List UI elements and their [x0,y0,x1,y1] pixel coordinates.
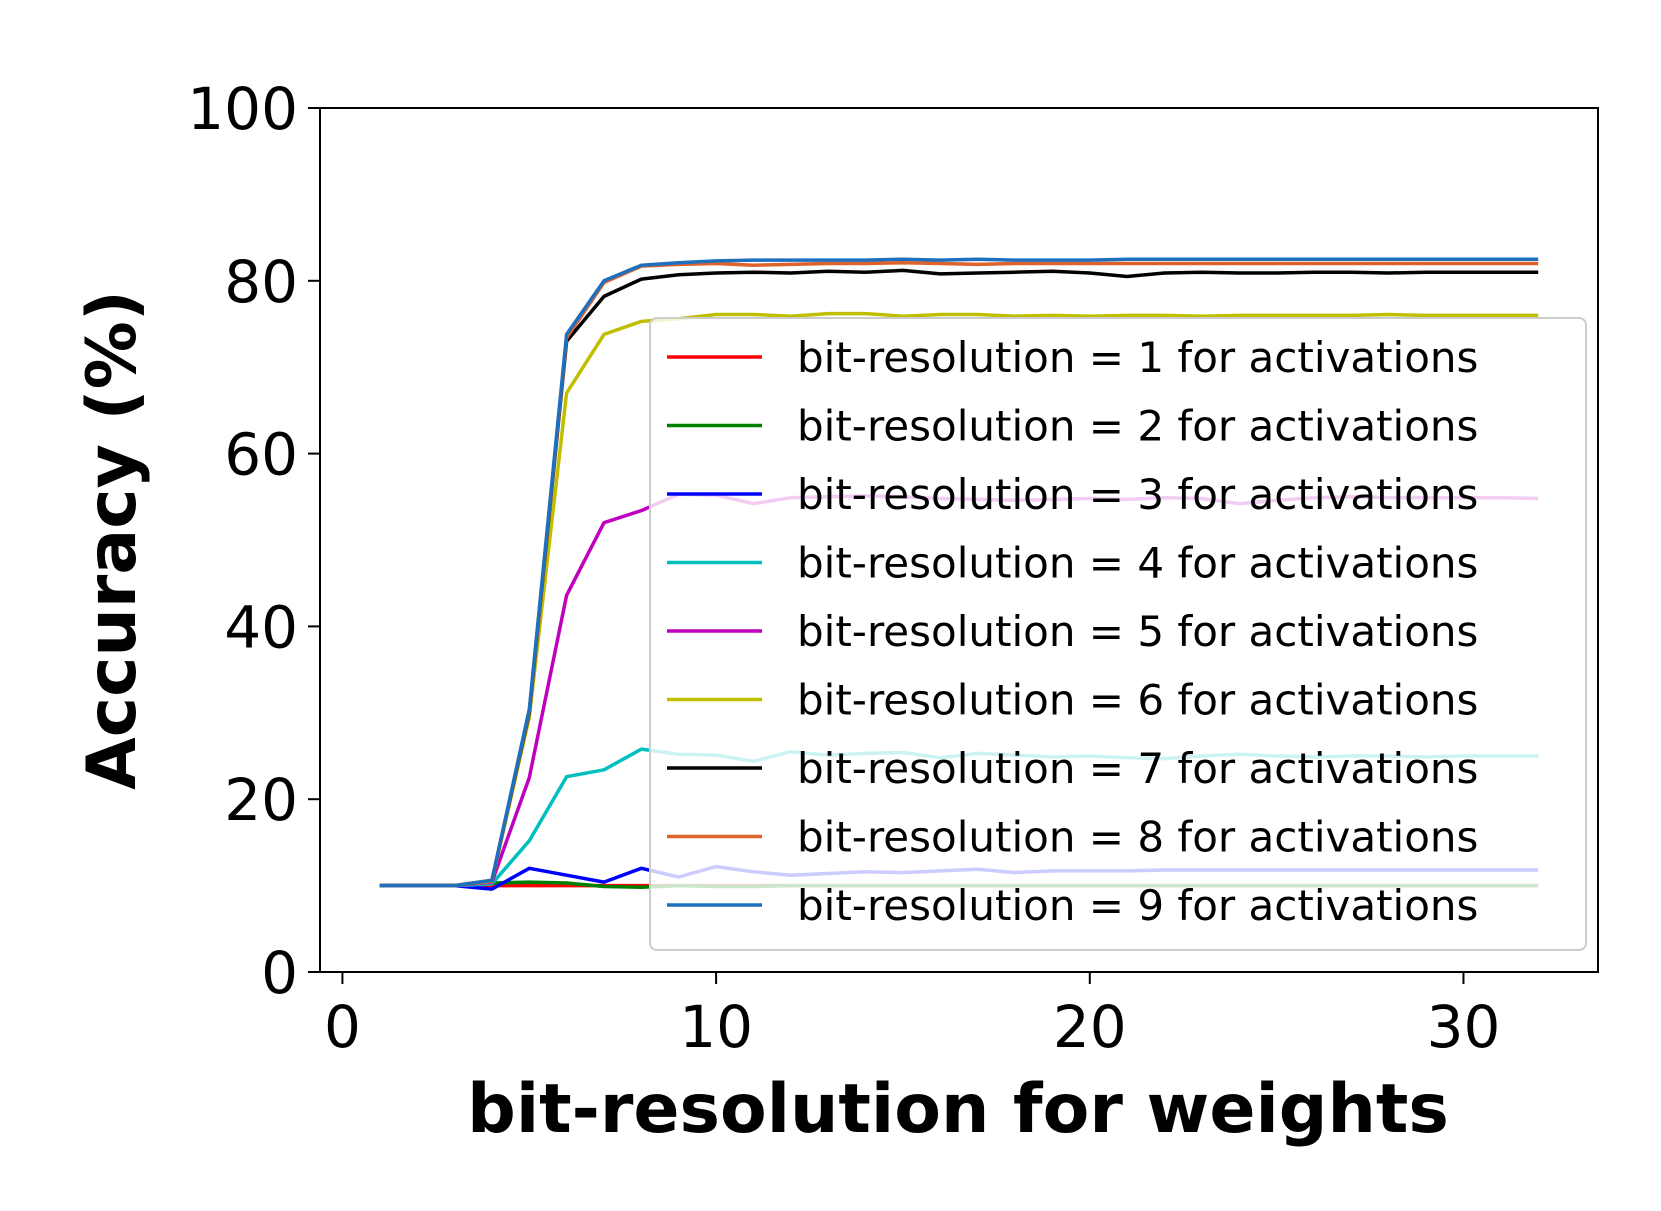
legend-box [649,317,1587,951]
y-axis-title: Accuracy (%) [73,290,152,790]
legend: bit-resolution = 1 for activations bit-re… [649,317,1587,951]
plot-frame [319,107,1599,973]
legend-label-8: bit-resolution = 8 for activations [797,813,1478,862]
y-tick-label: 60 [224,421,298,489]
x-tick-label: 0 [324,993,361,1061]
x-tick-label: 30 [1427,993,1501,1061]
y-tick-label: 100 [187,75,298,143]
legend-label-1: bit-resolution = 1 for activations [797,333,1478,382]
y-axis-ticks: 0 20 40 60 80 100 [187,75,320,1007]
legend-label-6: bit-resolution = 6 for activations [797,676,1478,725]
legend-label-7: bit-resolution = 7 for activations [797,744,1478,793]
x-axis-ticks: 0 10 20 30 [324,972,1500,1061]
legend-label-3: bit-resolution = 3 for activations [797,470,1478,519]
y-tick-label: 20 [224,766,298,834]
x-tick-label: 10 [679,993,753,1061]
series-line-7 [379,268,1539,888]
legend-label-4: bit-resolution = 4 for activations [797,539,1478,588]
legend-label-5: bit-resolution = 5 for activations [797,607,1478,656]
x-tick-label: 20 [1053,993,1127,1061]
legend-label-9: bit-resolution = 9 for activations [797,881,1478,930]
legend-label-2: bit-resolution = 2 for activations [797,402,1478,451]
y-tick-label: 0 [261,939,298,1007]
y-tick-label: 40 [224,593,298,661]
y-tick-label: 80 [224,248,298,316]
series-line-8 [379,260,1539,888]
x-axis-title: bit-resolution for weights [467,1070,1449,1149]
series-line-6 [379,311,1539,888]
series-line-9 [379,257,1539,888]
